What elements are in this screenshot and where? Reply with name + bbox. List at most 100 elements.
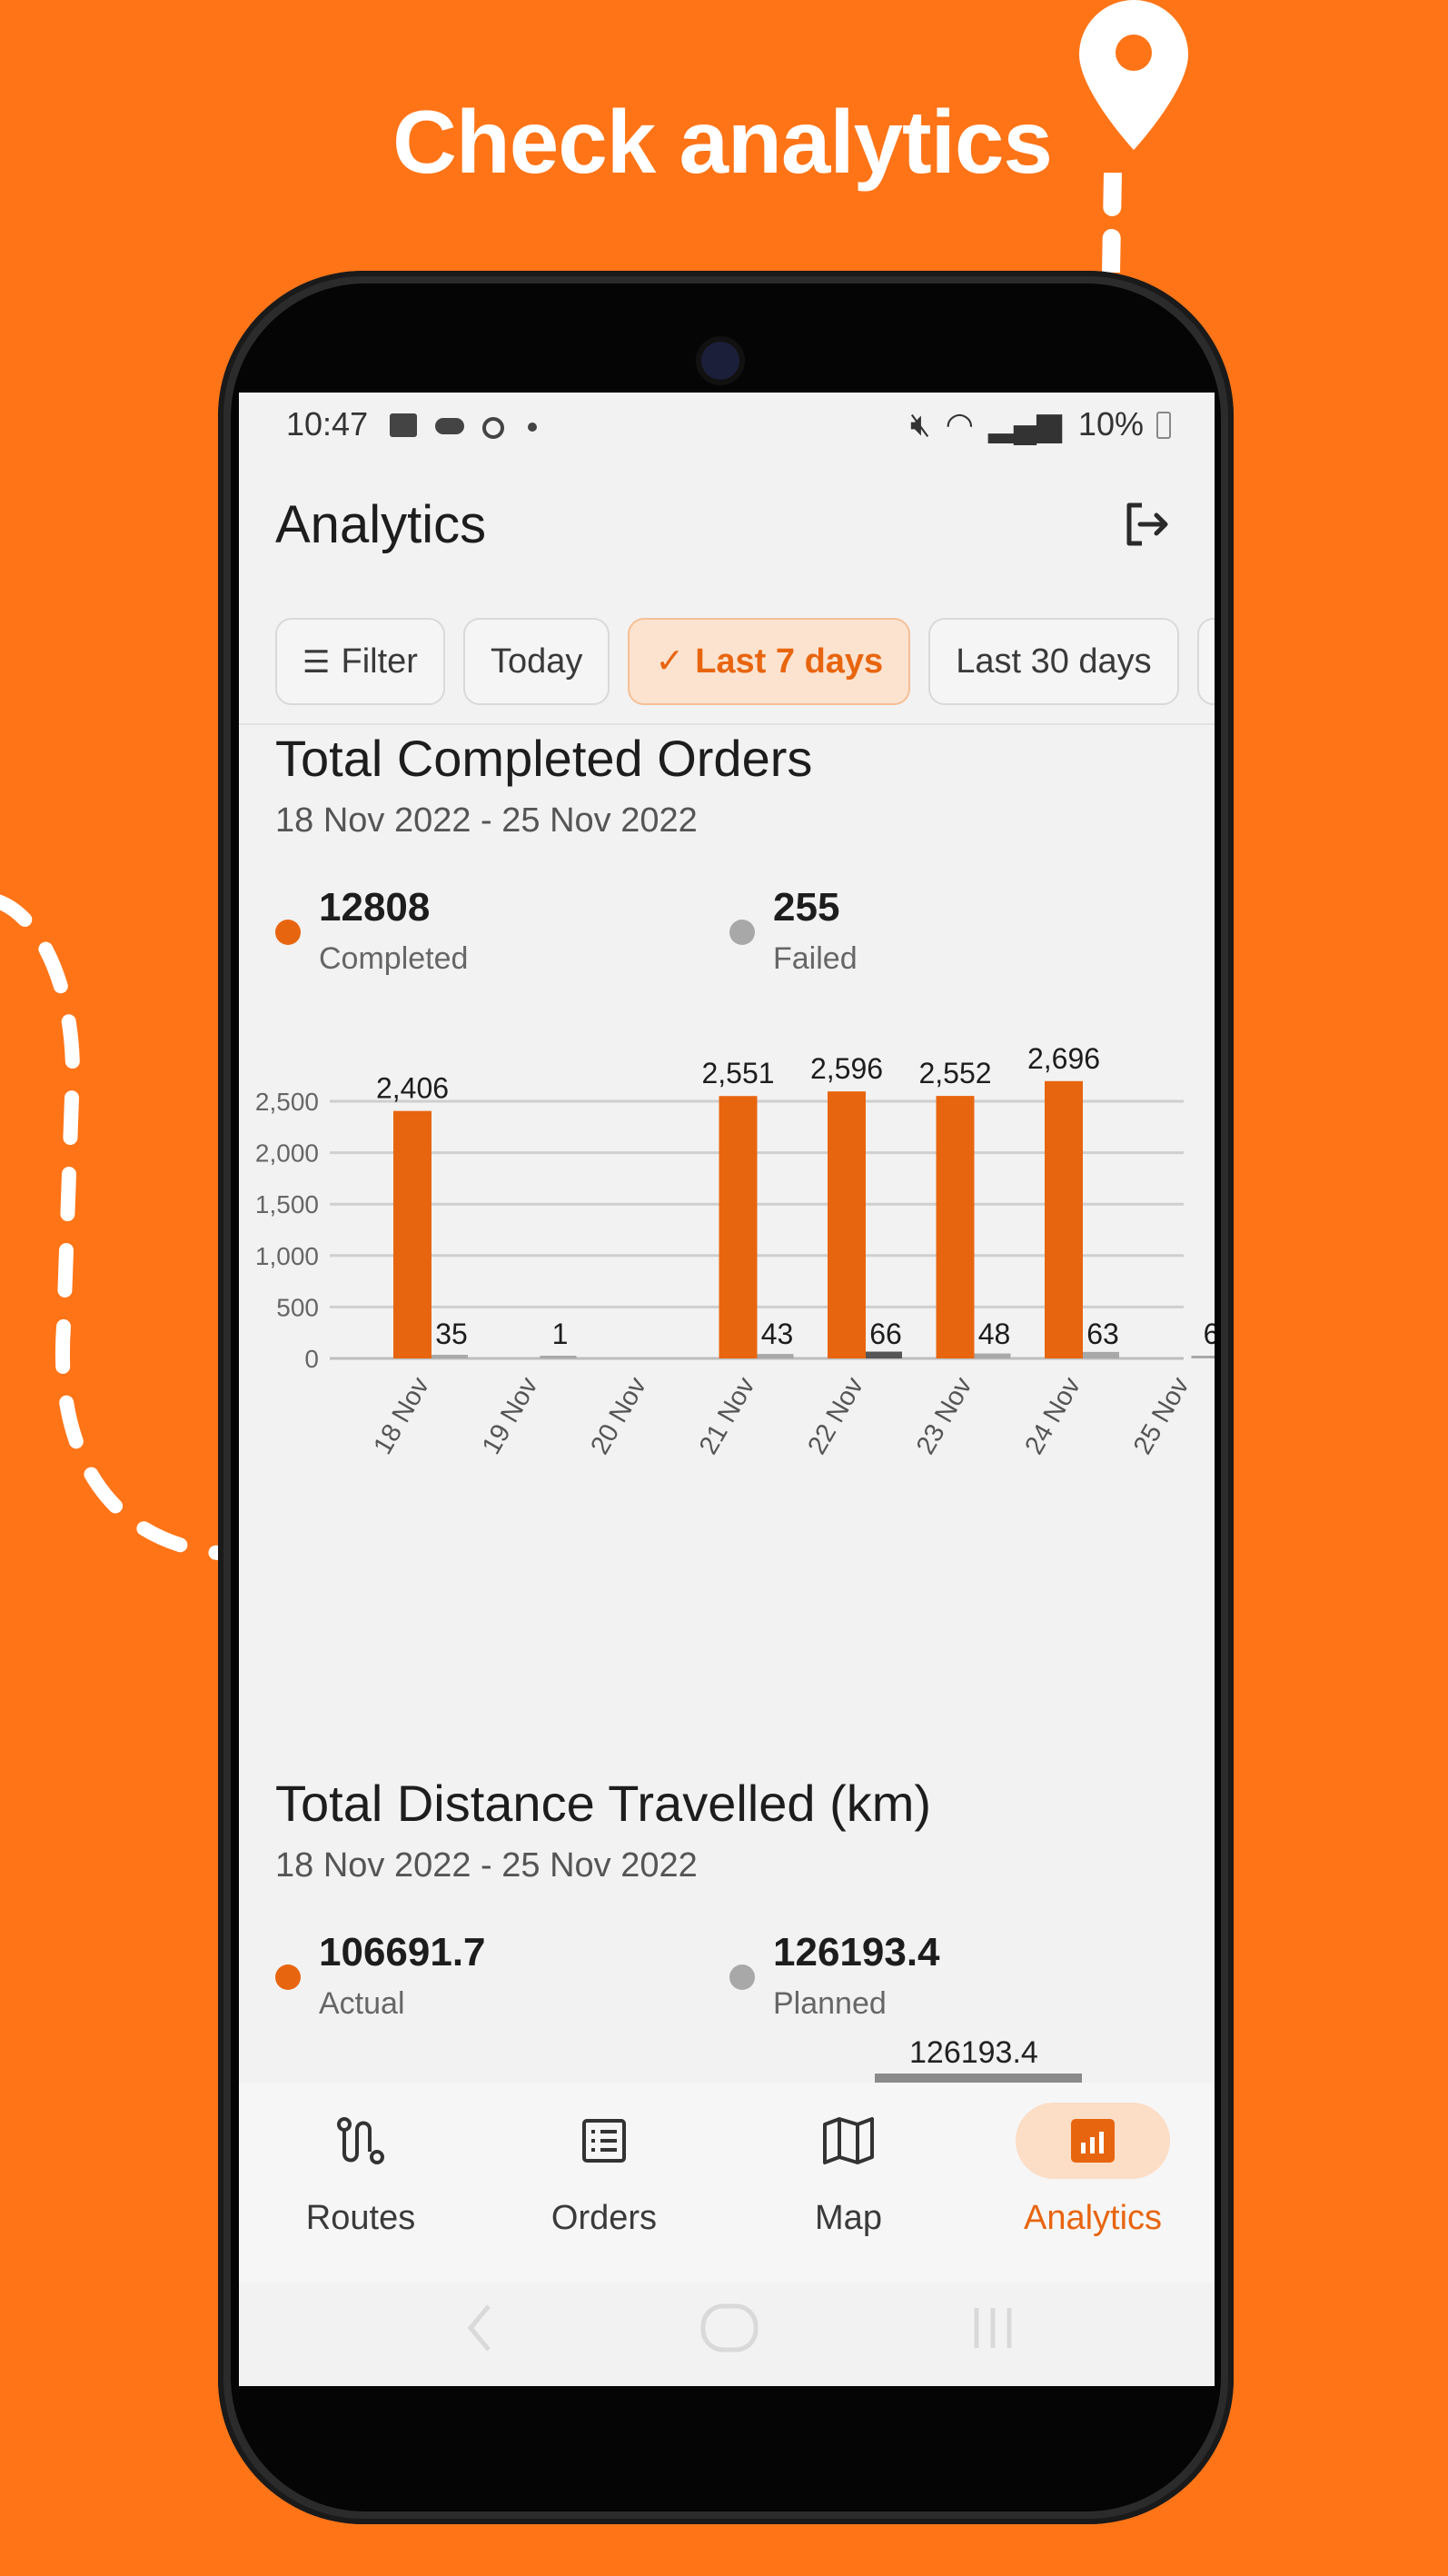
distance-section-title: Total Distance Travelled (km) [275,1775,932,1832]
y-tick-label: 2,500 [255,1088,319,1116]
date-filter-chips: ☰ Filter Today ✓ Last 7 days Last 30 days [275,618,1215,709]
y-tick-label: 2,000 [255,1139,319,1168]
completed-bar [936,1096,975,1358]
completed-bar [828,1091,866,1358]
analytics-icon-wrap [1016,2103,1170,2179]
completed-data-label: 2,551 [701,1057,774,1089]
today-chip[interactable]: Today [462,618,610,705]
more-chip[interactable] [1196,618,1215,705]
routes-icon [337,2117,384,2164]
recents-icon[interactable] [966,2301,1020,2355]
map-icon [823,2117,874,2164]
map-icon-wrap [771,2103,926,2179]
failed-data-label: 63 [1086,1318,1119,1350]
hero-title: Check analytics [392,92,1053,192]
failed-data-label: 6 [1204,1318,1215,1350]
wifi-icon: ◠ [945,405,974,443]
failed-data-label: 48 [978,1318,1011,1350]
filter-chip[interactable]: ☰ Filter [275,618,445,705]
x-tick-label: 24 Nov [1019,1372,1086,1459]
x-tick-label: 21 Nov [694,1372,761,1459]
filter-icon: ☰ [302,645,331,680]
x-tick-label: 19 Nov [477,1372,544,1459]
nav-map-label: Map [815,2199,882,2237]
nav-map[interactable]: Map [727,2083,970,2283]
failed-data-label: 43 [761,1318,794,1350]
location-pin-icon [1079,0,1188,150]
completed-bar [1045,1080,1083,1358]
x-tick-label: 20 Nov [585,1372,652,1459]
failed-data-label: 1 [552,1318,569,1350]
last-7-days-chip[interactable]: ✓ Last 7 days [628,618,911,705]
x-tick-label: 18 Nov [368,1372,435,1459]
actual-legend-dot [275,1964,301,1990]
front-camera [701,342,739,380]
nav-routes[interactable]: Routes [239,2083,482,2283]
y-tick-label: 1,500 [255,1190,319,1218]
failed-bar [1191,1356,1215,1358]
y-tick-label: 1,000 [255,1242,319,1270]
dot-icon [528,423,538,432]
last-30-days-chip[interactable]: Last 30 days [928,618,1179,705]
planned-legend-dot [729,1964,755,1990]
orders-section-title: Total Completed Orders [275,730,813,787]
failed-label: Failed [773,941,858,976]
home-icon[interactable] [698,2301,761,2355]
system-navigation-bar [239,2292,1215,2382]
x-tick-label: 25 Nov [1128,1372,1195,1459]
distance-date-range: 18 Nov 2022 - 25 Nov 2022 [275,1846,698,1885]
orders-icon-wrap [527,2103,681,2179]
planned-label: Planned [773,1986,887,2021]
completed-value: 12808 [319,885,431,930]
bottom-navigation: Routes Orders Map [239,2083,1215,2283]
completed-data-label: 2,552 [918,1057,991,1089]
failed-bar [974,1353,1011,1358]
y-tick-label: 0 [304,1345,319,1373]
failed-bar [540,1356,577,1358]
mute-icon: 🔇︎ [909,405,931,443]
nav-orders[interactable]: Orders [482,2083,726,2283]
failed-bar [757,1354,794,1358]
chips-divider [239,723,1215,725]
status-right: 🔇︎ ◠ ▂▄▆ 10% [910,405,1171,444]
dashed-curve-decoration [0,894,234,1561]
actual-value: 106691.7 [319,1930,486,1974]
routes-icon-wrap [283,2103,438,2179]
page-title: Analytics [275,495,487,554]
orders-icon [582,2119,626,2163]
battery-text: 10% [1077,405,1144,443]
x-tick-label: 22 Nov [802,1372,869,1459]
completed-data-label: 2,596 [810,1052,883,1085]
failed-data-label: 35 [435,1318,468,1350]
completed-bar [719,1096,758,1358]
failed-bar [866,1351,902,1358]
status-time: 10:47 [286,405,538,443]
completed-bar [393,1110,431,1358]
failed-data-label: 66 [869,1318,902,1350]
completed-legend-dot [275,920,301,945]
nav-analytics-label: Analytics [1023,2199,1163,2237]
completed-label: Completed [319,941,469,976]
completed-data-label: 2,696 [1027,1042,1100,1075]
failed-bar [431,1355,468,1358]
planned-bar [875,2074,1082,2083]
analytics-icon [1071,2119,1115,2163]
planned-bar-label: 126193.4 [909,2035,1038,2070]
nav-orders-label: Orders [550,2199,658,2237]
failed-value: 255 [773,885,840,930]
y-tick-label: 500 [276,1293,319,1321]
completed-data-label: 2,406 [376,1072,449,1105]
failed-bar [1083,1351,1119,1358]
back-icon[interactable] [461,2301,498,2355]
app-screen: 10:47 🔇︎ ◠ ▂▄▆ 10% Analytics ☰ Filter Toda… [239,393,1215,2386]
battery-icon [1156,412,1171,439]
nav-analytics[interactable]: Analytics [971,2083,1215,2283]
check-icon: ✓ [655,642,685,681]
dashed-path-decoration [1102,173,1122,273]
planned-value: 126193.4 [773,1930,940,1974]
logout-icon[interactable] [1122,500,1171,549]
signal-icon: ▂▄▆ [988,405,1062,443]
orders-date-range: 18 Nov 2022 - 25 Nov 2022 [275,801,698,840]
nav-routes-label: Routes [305,2199,416,2237]
